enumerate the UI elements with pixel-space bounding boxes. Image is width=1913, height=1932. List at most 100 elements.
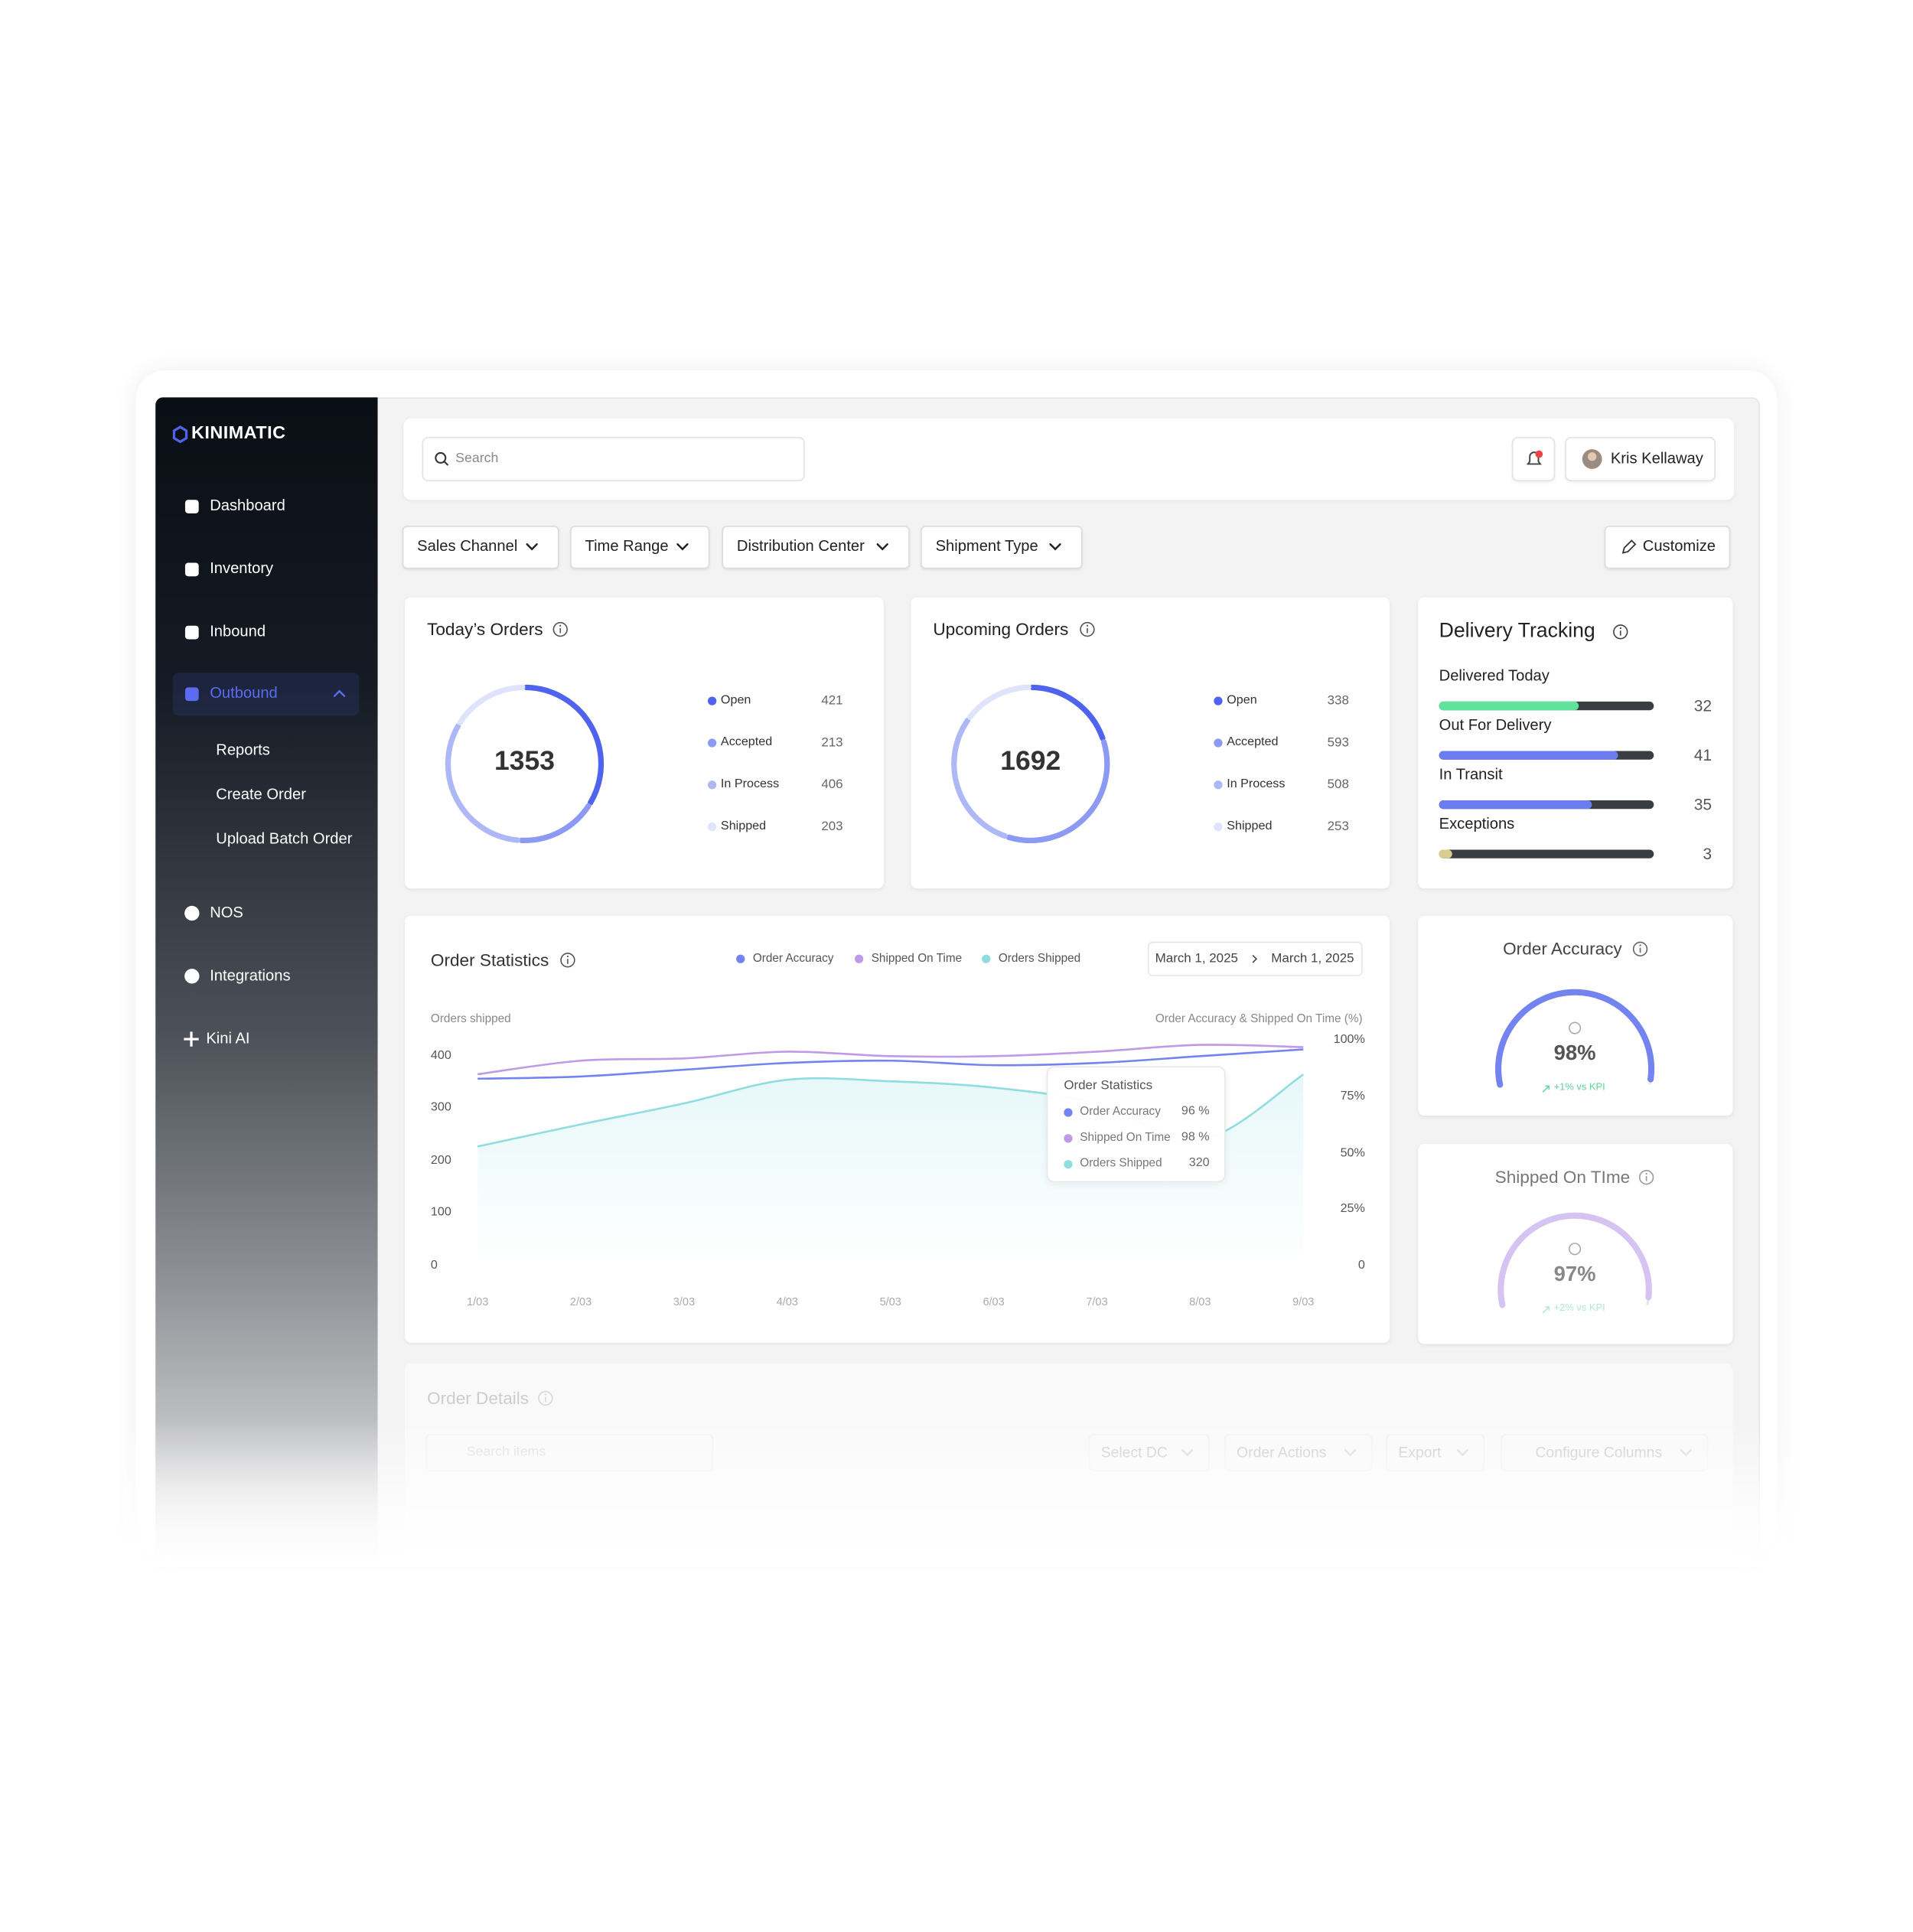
filter-label: Time Range	[585, 537, 669, 555]
row-label: In Transit	[1439, 765, 1503, 784]
donut-total: 1692	[1000, 744, 1061, 777]
filter-label: Distribution Center	[736, 537, 865, 555]
legend-label: Accepted	[1227, 735, 1279, 750]
x-tick-label: 2/03	[569, 1295, 592, 1308]
tooltip-dot	[1064, 1159, 1073, 1168]
nav-active-bg	[172, 673, 360, 716]
legend-label: Shipped	[720, 819, 767, 833]
tooltip-dot	[1064, 1133, 1073, 1142]
legend-value: 253	[1327, 819, 1349, 834]
bell-button[interactable]	[1511, 436, 1556, 482]
search-box[interactable]	[422, 436, 805, 482]
row-label: Delivered Today	[1439, 666, 1550, 685]
legend-value: 421	[821, 692, 843, 709]
tooltip-label: Shipped On Time	[1080, 1130, 1171, 1145]
card-title: Delivery Tracking	[1439, 619, 1595, 642]
customize-label: Customize	[1642, 537, 1716, 555]
x-tick-label: 3/03	[673, 1295, 696, 1308]
stats-card	[405, 915, 1390, 1343]
card-title: Order Statistics	[430, 950, 549, 970]
nav-item[interactable]: NOS	[210, 904, 243, 922]
y2-tick-label: 25%	[1340, 1202, 1365, 1217]
x-tick-label: 9/03	[1292, 1295, 1315, 1308]
user-name: Kris Kellaway	[1610, 449, 1703, 468]
row-label: Exceptions	[1439, 815, 1515, 832]
submenu-item[interactable]: Create Order	[216, 785, 306, 803]
legend-label: In Process	[720, 777, 780, 791]
nav-item[interactable]: Dashboard	[210, 497, 285, 514]
submenu-item[interactable]: Reports	[216, 741, 270, 759]
row-value: 32	[1693, 696, 1713, 715]
legend-label: Open	[1227, 693, 1257, 708]
row-value: 35	[1693, 795, 1713, 814]
gauge-value: 97%	[1553, 1262, 1596, 1286]
y-tick-label: 300	[430, 1101, 451, 1115]
bottom-fade	[123, 1419, 1790, 1568]
x-tick-label: 1/03	[467, 1295, 489, 1308]
legend-label: Shipped On Time	[871, 952, 963, 966]
legend-label: In Process	[1227, 777, 1286, 791]
delivery-card	[1418, 597, 1733, 889]
filter-button[interactable]	[402, 526, 559, 569]
card-title: Order Accuracy	[1503, 938, 1622, 959]
card-title: Order Details	[427, 1387, 530, 1408]
legend-value: 203	[821, 819, 843, 834]
x-tick-label: 5/03	[879, 1295, 901, 1308]
gauge-value: 98%	[1553, 1041, 1596, 1065]
filter-label: Sales Channel	[417, 537, 518, 555]
y-tick-label: 200	[430, 1153, 451, 1168]
legend-value: 213	[821, 735, 843, 751]
tooltip-value: 98 %	[1181, 1130, 1210, 1145]
y2-tick-label: 50%	[1340, 1145, 1365, 1160]
nav-item[interactable]: Inbound	[210, 622, 266, 640]
nav-item[interactable]: Kini AI	[206, 1029, 250, 1047]
orders-card	[405, 597, 884, 889]
nav-item[interactable]: Outbound	[210, 684, 278, 702]
tooltip-label: Order Accuracy	[1080, 1105, 1161, 1119]
search-placeholder: Search	[455, 451, 499, 466]
axis-label: Order Accuracy & Shipped On Time (%)	[1155, 1012, 1363, 1026]
submenu-item[interactable]: Upload Batch Order	[216, 829, 353, 848]
row-value: 41	[1693, 745, 1713, 764]
x-tick-label: 4/03	[776, 1295, 798, 1308]
tooltip-label: Orders Shipped	[1080, 1156, 1162, 1171]
nav-item[interactable]: Inventory	[210, 559, 274, 578]
legend-value: 508	[1327, 777, 1349, 793]
y-tick-label: 100	[430, 1206, 451, 1220]
y2-tick-label: 0	[1357, 1259, 1365, 1272]
legend-label: Shipped	[1227, 819, 1273, 833]
legend-value: 338	[1327, 692, 1349, 709]
legend-label: Accepted	[720, 735, 773, 750]
nav-item[interactable]: Integrations	[210, 966, 291, 985]
orders-card	[911, 597, 1390, 889]
y2-tick-label: 100%	[1333, 1032, 1365, 1047]
tooltip-dot	[1064, 1107, 1073, 1116]
date-to: March 1, 2025	[1271, 951, 1354, 966]
tooltip-value: 320	[1188, 1156, 1210, 1171]
y2-tick-label: 75%	[1340, 1089, 1365, 1103]
gauge-delta: +1% vs KPI	[1553, 1081, 1605, 1093]
axis-label: Orders shipped	[430, 1012, 511, 1026]
tooltip-value: 96 %	[1181, 1104, 1210, 1119]
x-tick-label: 6/03	[983, 1295, 1005, 1308]
x-tick-label: 7/03	[1086, 1295, 1108, 1308]
date-from: March 1, 2025	[1155, 951, 1238, 966]
y-tick-label: 0	[430, 1259, 438, 1272]
logo: KINIMATIC	[191, 423, 286, 444]
legend-label: Orders Shipped	[998, 952, 1081, 966]
filter-label: Shipment Type	[935, 537, 1038, 555]
legend-value: 406	[821, 777, 843, 793]
tooltip-title: Order Statistics	[1064, 1078, 1153, 1093]
row-value: 3	[1703, 844, 1713, 863]
card-title: Upcoming Orders	[933, 619, 1069, 639]
donut-total: 1353	[494, 744, 555, 777]
row-label: Out For Delivery	[1439, 716, 1552, 734]
x-tick-label: 8/03	[1189, 1295, 1211, 1308]
card-title: Shipped On TIme	[1494, 1167, 1631, 1187]
legend-label: Order Accuracy	[752, 952, 834, 966]
legend-label: Open	[720, 693, 751, 708]
card-title: Today’s Orders	[427, 619, 543, 639]
gauge-delta: +2% vs KPI	[1553, 1302, 1605, 1314]
